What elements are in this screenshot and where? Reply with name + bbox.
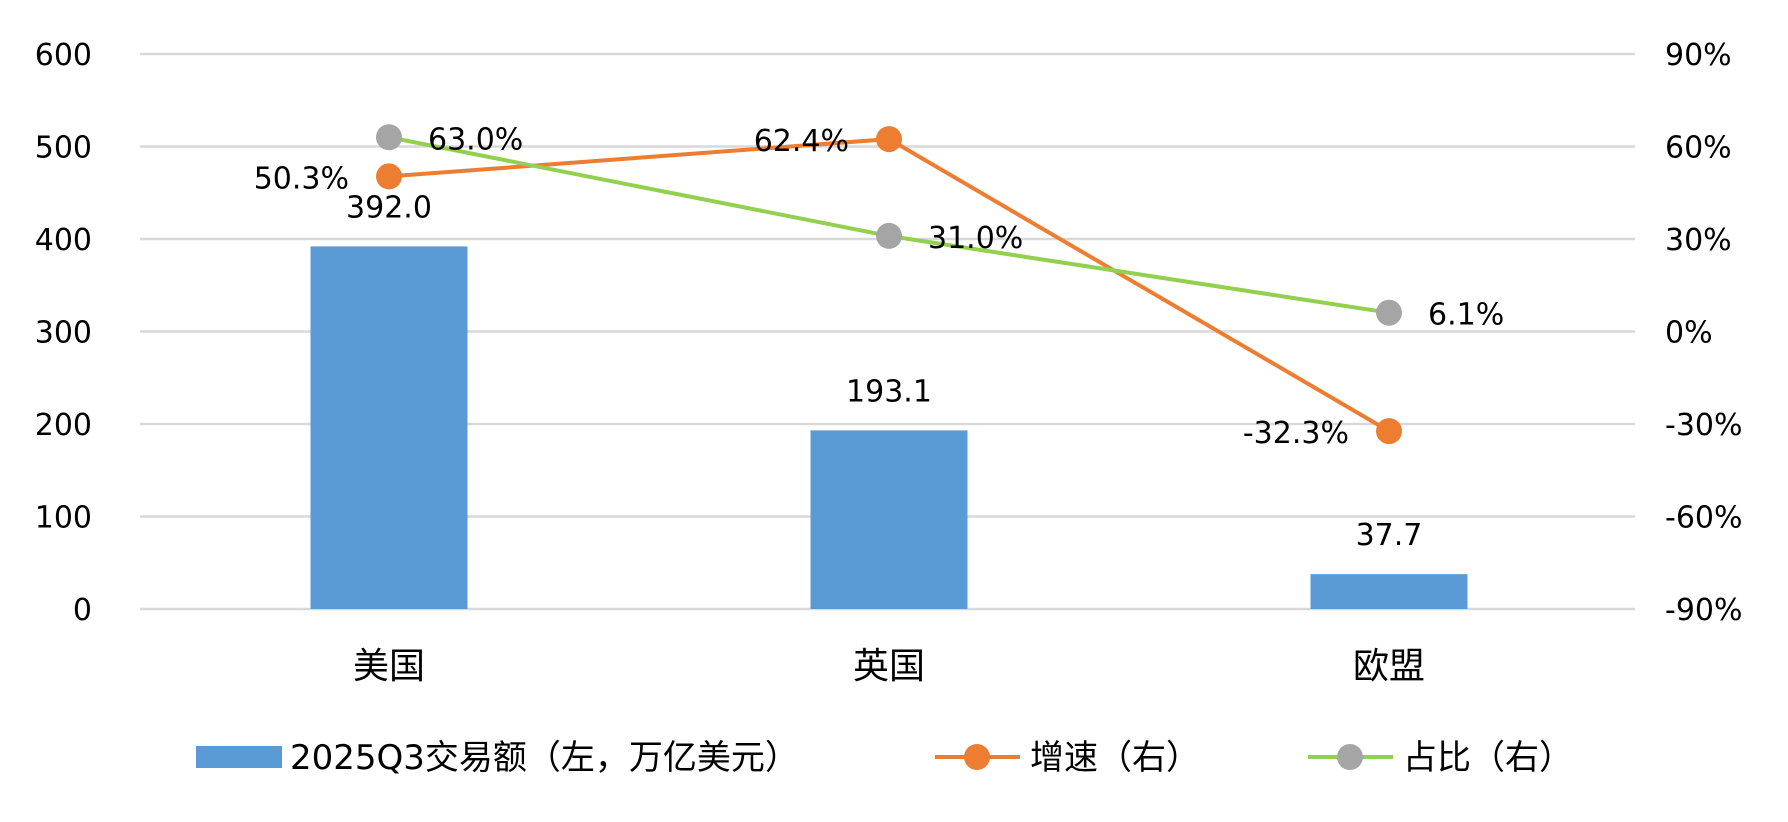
left-tick-label: 500 [35, 131, 92, 166]
right-tick-label: 60% [1665, 131, 1732, 166]
growth-data-label: -32.3% [1243, 416, 1349, 451]
left-tick-label: 300 [35, 316, 92, 351]
bar-data-label: 392.0 [346, 190, 432, 225]
legend-item-growth: 增速（右） [935, 738, 1200, 778]
share-point [876, 222, 902, 249]
left-tick-label: 600 [35, 38, 92, 73]
bar-series [310, 246, 1468, 609]
left-tick-label: 0 [73, 593, 92, 628]
right-tick-label: -90% [1665, 593, 1743, 628]
share-data-label: 63.0% [428, 122, 523, 157]
share-point [1376, 299, 1402, 326]
left-tick-label: 200 [35, 408, 92, 443]
line-series [376, 124, 1402, 445]
legend: 2025Q3交易额（左，万亿美元） 增速（右） 占比（右） [196, 738, 1573, 778]
legend-swatch-marker [964, 744, 990, 770]
growth-point [1376, 418, 1402, 445]
growth-data-label: 62.4% [754, 124, 849, 159]
growth-data-label: 50.3% [254, 161, 349, 196]
share-data-label: 31.0% [928, 221, 1023, 256]
data-labels: 392.0 193.1 37.7 50.3% 62.4% -32.3% 63.0% 31.0%… [254, 122, 1505, 553]
growth-point [376, 163, 402, 190]
bar-1 [310, 246, 468, 609]
right-axis: -90% -60% -30% 0% 30% 60% 90% [1665, 38, 1743, 628]
legend-label: 2025Q3交易额（左，万亿美元） [290, 738, 799, 778]
legend-label: 增速（右） [1030, 738, 1200, 778]
bar-3 [1310, 574, 1468, 609]
right-tick-label: -30% [1665, 408, 1743, 443]
bar-data-label: 37.7 [1356, 518, 1423, 553]
left-axis: 0 100 200 300 400 500 600 [35, 38, 92, 628]
left-tick-label: 400 [35, 223, 92, 258]
right-tick-label: 90% [1665, 38, 1732, 73]
bar-2 [810, 430, 968, 609]
x-category-label: 英国 [853, 646, 925, 687]
left-tick-label: 100 [35, 501, 92, 536]
right-tick-label: 30% [1665, 223, 1732, 258]
legend-swatch-marker [1337, 744, 1363, 770]
x-axis: 美国 英国 欧盟 [353, 646, 1425, 687]
bar-data-label: 193.1 [846, 374, 932, 409]
legend-item-share: 占比（右） [1308, 738, 1573, 778]
x-category-label: 欧盟 [1353, 646, 1425, 687]
legend-label: 占比（右） [1403, 738, 1573, 778]
right-tick-label: -60% [1665, 501, 1743, 536]
share-data-label: 6.1% [1428, 298, 1504, 333]
legend-item-volume: 2025Q3交易额（左，万亿美元） [196, 738, 799, 778]
x-category-label: 美国 [353, 646, 425, 687]
legend-swatch-bar [196, 746, 282, 768]
share-point [376, 124, 402, 151]
right-tick-label: 0% [1665, 316, 1713, 351]
growth-point [876, 126, 902, 153]
